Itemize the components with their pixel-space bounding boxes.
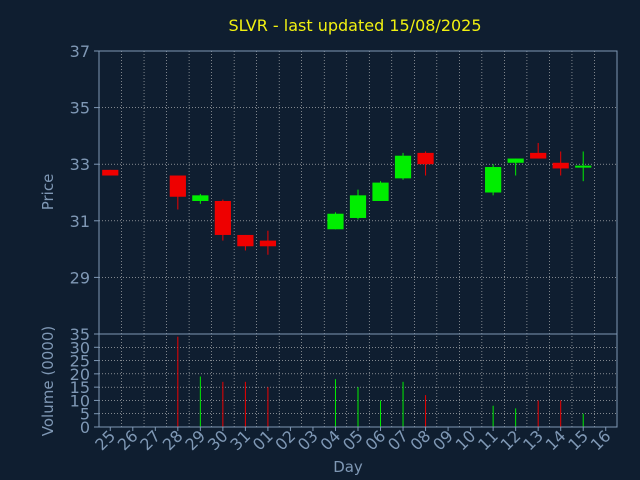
volume-tick-label: 25 (70, 352, 90, 371)
candle-body (507, 158, 524, 163)
price-tick-label: 29 (70, 268, 90, 287)
volume-tick-label: 35 (70, 325, 90, 344)
candle-body (485, 167, 502, 193)
price-axis-label: Price (39, 174, 57, 211)
candle-body (417, 152, 434, 165)
chart-title: SLVR - last updated 15/08/2025 (228, 16, 481, 35)
marks-layer (102, 142, 592, 427)
price-tick-label: 37 (70, 42, 90, 61)
volume-tick-label: 0 (80, 418, 90, 437)
candle-body (372, 182, 389, 201)
candle-body (327, 213, 344, 230)
candle-body (214, 200, 231, 235)
candle-body (575, 165, 592, 168)
volume-tick-label: 30 (70, 338, 90, 357)
candle-body (349, 195, 367, 218)
volume-tick-label: 10 (70, 391, 90, 410)
grid-layer (99, 50, 617, 428)
candle-body (237, 234, 254, 247)
volume-tick-label: 15 (70, 378, 90, 397)
candle-body (102, 169, 119, 176)
candle-body (259, 240, 277, 247)
day-axis-label: Day (333, 458, 363, 476)
candle-body (394, 155, 412, 179)
candle-body (552, 162, 569, 169)
day-tick-label: 16 (587, 426, 615, 454)
price-tick-label: 31 (70, 212, 90, 231)
volume-axis-label: Volume (0000) (39, 326, 57, 436)
candle-body (530, 152, 547, 159)
candle-body (169, 175, 186, 197)
volume-tick-label: 20 (70, 365, 90, 384)
price-tick-label: 33 (70, 155, 90, 174)
volume-tick-label: 5 (80, 405, 90, 424)
axes-layer: 2931333537051015202530352526272829303101… (70, 42, 618, 454)
candle-body (192, 195, 209, 201)
price-tick-label: 35 (70, 99, 90, 118)
